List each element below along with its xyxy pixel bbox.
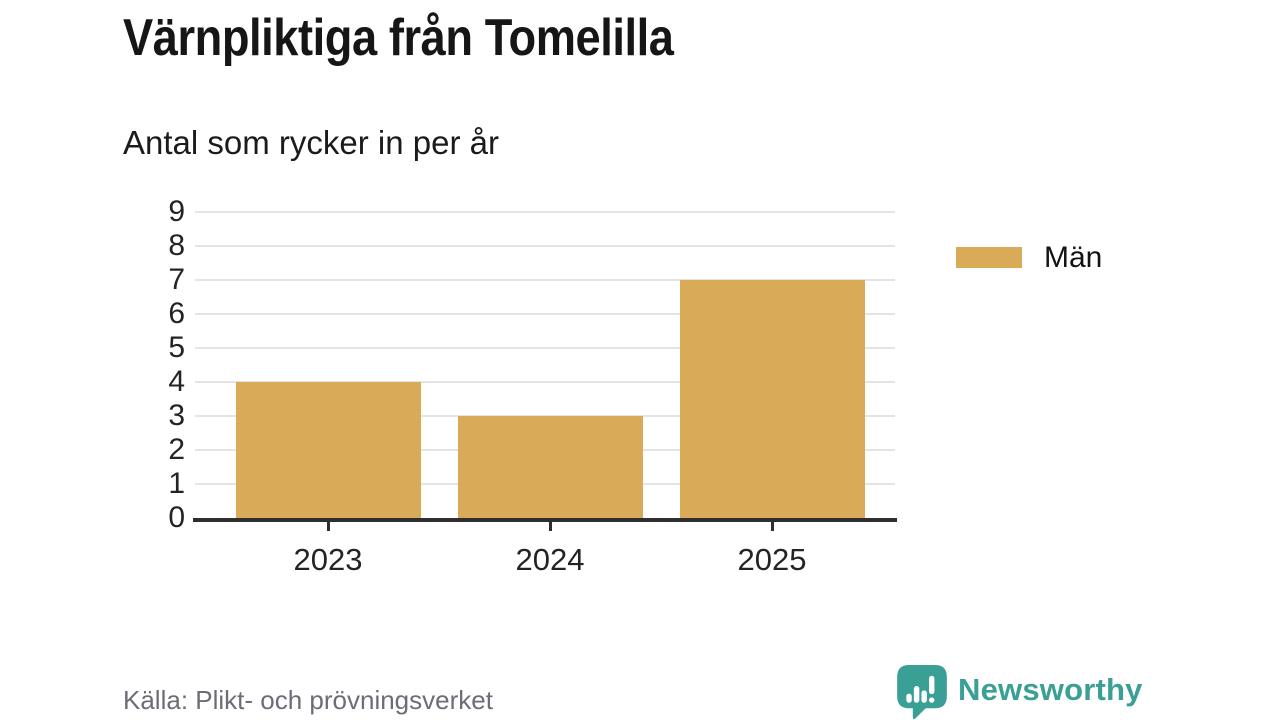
y-tick-label: 2 (168, 433, 185, 466)
source-note: Källa: Plikt- och prövningsverket (123, 685, 493, 715)
newsworthy-icon (897, 665, 947, 719)
gridline (195, 279, 895, 281)
y-tick-label: 6 (168, 297, 185, 330)
y-tick-label: 4 (168, 365, 185, 398)
x-axis-tick (548, 521, 552, 531)
x-tick-label: 2025 (737, 542, 807, 577)
chart-subtitle: Antal som rycker in per år (123, 124, 499, 161)
x-axis-line (193, 518, 897, 522)
y-tick-label: 1 (168, 467, 185, 500)
x-axis-tick (326, 521, 330, 531)
newsworthy-wordmark: Newsworthy (958, 672, 1143, 707)
plot-area (195, 211, 895, 531)
bar-2023 (235, 382, 421, 518)
bar-2025 (679, 280, 865, 518)
legend-label: Män (1044, 241, 1103, 274)
x-axis-tick (770, 521, 774, 531)
gridline (195, 245, 895, 247)
gridline (195, 347, 895, 349)
x-tick-label: 2024 (515, 542, 585, 577)
legend-swatch (956, 247, 1022, 268)
y-tick-label: 9 (168, 195, 185, 228)
gridline (195, 381, 895, 383)
x-tick-label: 2023 (293, 542, 363, 577)
y-tick-label: 3 (168, 399, 185, 432)
y-tick-label: 0 (168, 501, 185, 534)
chart-title: Värnpliktiga från Tomelilla (123, 9, 674, 67)
y-tick-label: 7 (168, 263, 185, 296)
gridline (195, 211, 895, 213)
gridline (195, 313, 895, 315)
y-tick-label: 5 (168, 331, 185, 364)
bar-2024 (457, 416, 643, 518)
y-tick-label: 8 (168, 229, 185, 262)
